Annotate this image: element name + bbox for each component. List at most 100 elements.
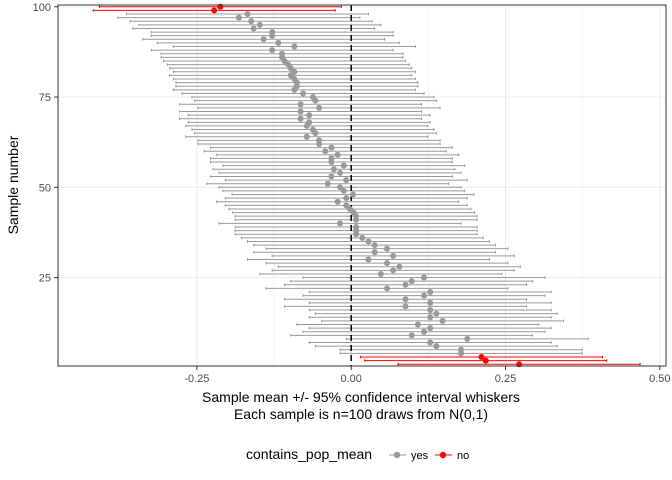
sample-61-mean-point <box>328 144 335 151</box>
legend-label-no: no <box>457 450 469 462</box>
sample-89-mean-point <box>291 43 298 50</box>
sample-98-mean-point <box>244 11 251 18</box>
sample-80-mean-point <box>291 76 298 83</box>
sample-56-mean-point <box>340 162 347 169</box>
sample-99-mean-point <box>211 7 218 14</box>
sample-87-mean-point <box>279 50 286 57</box>
sample-63-mean-point <box>316 137 323 144</box>
point-layer <box>211 3 523 368</box>
sample-50-mean-point <box>337 184 344 191</box>
sample-6-mean-point <box>433 343 440 350</box>
sample-2-mean-point <box>482 357 489 364</box>
sample-94-mean-point <box>250 25 257 32</box>
y-tick-label: 75 <box>39 92 51 104</box>
sample-90-mean-point <box>275 39 282 46</box>
sample-24-mean-point <box>408 278 415 285</box>
sample-25-mean-point <box>421 274 428 281</box>
sample-17-mean-point <box>402 303 409 310</box>
sample-96-mean-point <box>248 18 255 25</box>
y-tick-label: 100 <box>33 2 51 14</box>
legend-title: contains_pop_mean <box>246 446 372 462</box>
legend-key-yes-point <box>393 451 401 459</box>
sample-52-mean-point <box>343 177 350 184</box>
plot-border <box>57 4 667 367</box>
legend-item-no: no <box>435 450 469 462</box>
sample-29-mean-point <box>383 260 390 267</box>
legend-label-yes: yes <box>411 450 429 462</box>
sample-46-mean-point <box>334 198 341 205</box>
sample-21-mean-point <box>427 288 434 295</box>
sample-16-mean-point <box>427 307 434 314</box>
sample-97-mean-point <box>235 14 242 21</box>
sample-91-mean-point <box>260 36 267 43</box>
sample-13-mean-point <box>439 317 446 324</box>
sample-66-mean-point <box>309 126 316 133</box>
sample-54-mean-point <box>337 169 344 176</box>
sample-7-mean-point <box>427 339 434 346</box>
y-axis: 25 50 75 100 <box>33 2 58 285</box>
sample-14-mean-point <box>427 314 434 321</box>
legend-key-no-point <box>439 451 447 459</box>
sample-45-mean-point <box>343 202 350 209</box>
x-tick-label: -0.25 <box>184 373 209 385</box>
sample-39-mean-point <box>353 224 360 231</box>
sample-72-mean-point <box>316 104 323 111</box>
sample-12-mean-point <box>414 321 421 328</box>
sample-31-mean-point <box>390 252 397 259</box>
sample-5-mean-point <box>458 346 465 353</box>
sample-30-mean-point <box>365 256 372 263</box>
sample-43-mean-point <box>350 209 357 216</box>
sample-22-mean-point <box>383 285 390 292</box>
sample-82-mean-point <box>291 68 298 75</box>
sample-81-mean-point <box>287 72 294 79</box>
sample-8-mean-point <box>464 335 471 342</box>
sample-59-mean-point <box>334 151 341 158</box>
sample-10-mean-point <box>421 328 428 335</box>
plot-panel <box>58 5 666 366</box>
y-tick-label: 25 <box>39 273 51 285</box>
sample-51-mean-point <box>324 180 331 187</box>
sample-53-mean-point <box>328 173 335 180</box>
sample-48-mean-point <box>350 191 357 198</box>
sample-40-mean-point <box>337 220 344 227</box>
sample-58-mean-point <box>328 155 335 162</box>
sample-71-mean-point <box>297 108 304 115</box>
sample-36-mean-point <box>359 234 366 241</box>
sample-18-mean-point <box>427 299 434 306</box>
sample-15-mean-point <box>433 310 440 317</box>
sample-70-mean-point <box>306 112 313 119</box>
sample-47-mean-point <box>343 195 350 202</box>
sample-69-mean-point <box>297 115 304 122</box>
sample-23-mean-point <box>402 281 409 288</box>
sample-64-mean-point <box>303 133 310 140</box>
sample-55-mean-point <box>330 166 337 173</box>
legend-item-yes: yes <box>389 450 429 462</box>
x-tick-label: 0.25 <box>495 373 516 385</box>
sample-49-mean-point <box>340 187 347 194</box>
x-axis-title-line1: Sample mean +/- 95% confidence interval … <box>202 389 520 405</box>
y-tick-label: 50 <box>39 182 51 194</box>
sample-84-mean-point <box>285 61 292 68</box>
sample-76-mean-point <box>300 90 307 97</box>
sample-32-mean-point <box>371 249 378 256</box>
sample-60-mean-point <box>322 148 329 155</box>
sample-20-mean-point <box>421 292 428 299</box>
sample-44-mean-point <box>346 205 353 212</box>
sample-95-mean-point <box>256 21 263 28</box>
sample-11-mean-point <box>427 325 434 332</box>
x-axis-title-line2: Each sample is n=100 draws from N(0,1) <box>234 406 488 422</box>
sample-93-mean-point <box>269 29 276 36</box>
sample-19-mean-point <box>402 296 409 303</box>
y-axis-title: Sample number <box>5 135 21 234</box>
sample-34-mean-point <box>371 242 378 249</box>
sample-28-mean-point <box>396 263 403 270</box>
sample-35-mean-point <box>365 238 372 245</box>
sample-27-mean-point <box>390 267 397 274</box>
sample-75-mean-point <box>309 94 316 101</box>
x-tick-label: 0.50 <box>649 373 670 385</box>
x-tick-label: 0.00 <box>340 373 361 385</box>
sample-33-mean-point <box>383 245 390 252</box>
sample-68-mean-point <box>306 119 313 126</box>
sample-9-mean-point <box>408 332 415 339</box>
